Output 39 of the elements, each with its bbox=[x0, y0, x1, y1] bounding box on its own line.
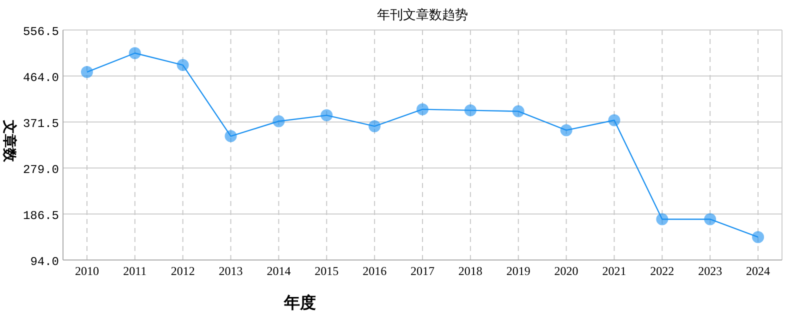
chart-title: 年刊文章数趋势 bbox=[377, 7, 468, 22]
point bbox=[272, 115, 285, 128]
x-tick-label: 2023 bbox=[698, 264, 722, 278]
x-axis-title: 年度 bbox=[283, 293, 316, 312]
x-tick-label: 2020 bbox=[554, 264, 578, 278]
x-tick-label: 2019 bbox=[506, 264, 530, 278]
x-tick-label: 2012 bbox=[170, 264, 195, 278]
point bbox=[512, 105, 524, 118]
x-tick-label: 2017 bbox=[410, 264, 434, 278]
y-tick-label: 556.5 bbox=[22, 25, 59, 39]
x-tick-label: 2024 bbox=[746, 264, 770, 278]
x-tick-label: 2016 bbox=[362, 264, 387, 278]
point bbox=[416, 103, 428, 116]
x-tick-label: 2015 bbox=[314, 264, 339, 278]
point bbox=[560, 124, 572, 136]
y-tick-label: 279.0 bbox=[22, 163, 59, 177]
x-tick-label: 2013 bbox=[218, 264, 243, 278]
y-tick-label: 186.5 bbox=[22, 209, 59, 223]
point bbox=[80, 66, 93, 78]
x-tick-label: 2018 bbox=[458, 264, 482, 278]
y-tick-label: 94.0 bbox=[30, 255, 59, 269]
x-tick-label: 2022 bbox=[650, 264, 674, 278]
point bbox=[224, 130, 237, 142]
y-tick-label: 371.5 bbox=[22, 117, 59, 131]
x-tick-label: 2010 bbox=[74, 264, 99, 278]
x-tick-label: 2011 bbox=[123, 264, 147, 278]
x-tick-label: 2014 bbox=[266, 264, 291, 278]
y-axis-title: 文章数 bbox=[2, 119, 18, 163]
x-tick-label: 2021 bbox=[602, 264, 626, 278]
point bbox=[176, 59, 189, 72]
point bbox=[704, 213, 716, 226]
point bbox=[128, 47, 141, 60]
point bbox=[752, 231, 764, 244]
point bbox=[656, 213, 668, 226]
point bbox=[320, 109, 333, 122]
y-tick-label: 464.0 bbox=[22, 71, 59, 85]
point bbox=[464, 104, 476, 116]
point bbox=[608, 114, 620, 126]
point bbox=[368, 120, 381, 132]
